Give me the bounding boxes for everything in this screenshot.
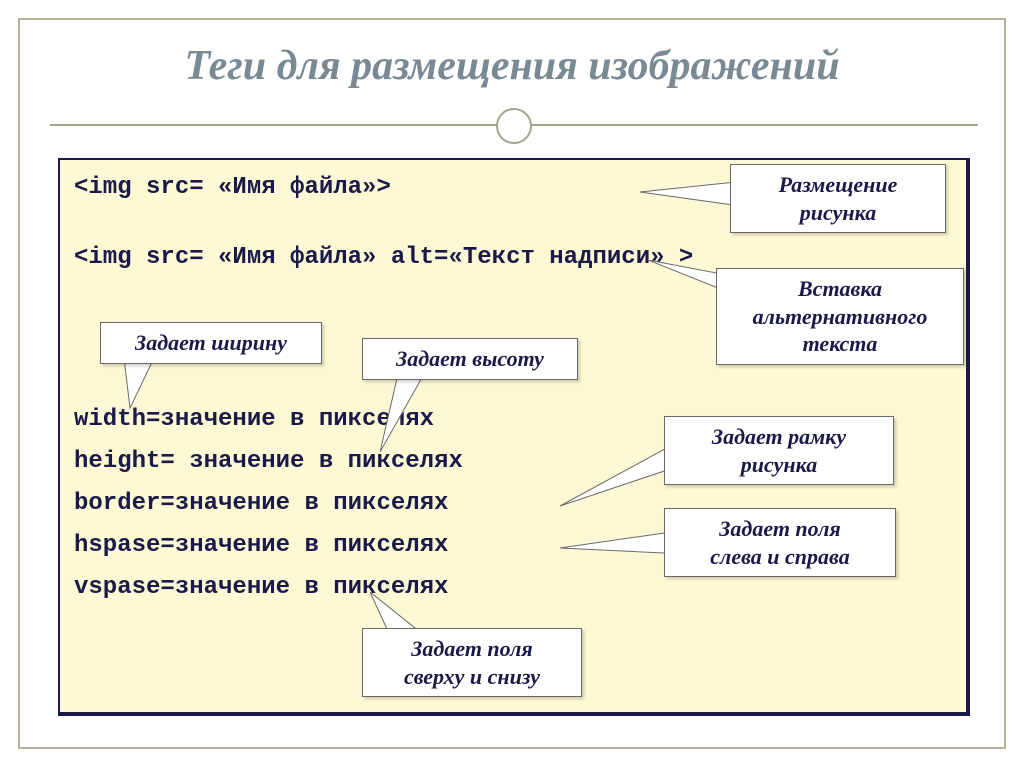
code-line-1: <img src= «Имя файла»> (74, 174, 391, 201)
callout-tail-3 (124, 358, 164, 410)
callout-alt-text: Вставкаальтернативноготекста (716, 268, 964, 365)
callout-vspace: Задает полясверху и снизу (362, 628, 582, 697)
code-line-6: hspase=значение в пикселях (74, 532, 448, 559)
callout-width: Задает ширину (100, 322, 322, 364)
code-line-5: border=значение в пикселях (74, 490, 448, 517)
content-box: <img src= «Имя файла»> <img src= «Имя фа… (58, 158, 970, 716)
slide-frame: Теги для размещения изображений <img src… (18, 18, 1006, 749)
circle-decoration (496, 108, 532, 144)
callout-border: Задает рамкурисунка (664, 416, 894, 485)
slide-title: Теги для размещения изображений (20, 42, 1004, 90)
callout-hspace: Задает поляслева и справа (664, 508, 896, 577)
callout-tail-4 (380, 374, 430, 454)
code-line-2: <img src= «Имя файла» alt=«Текст надписи… (74, 244, 693, 271)
callout-placement: Размещениерисунка (730, 164, 946, 233)
callout-height: Задает высоту (362, 338, 578, 380)
